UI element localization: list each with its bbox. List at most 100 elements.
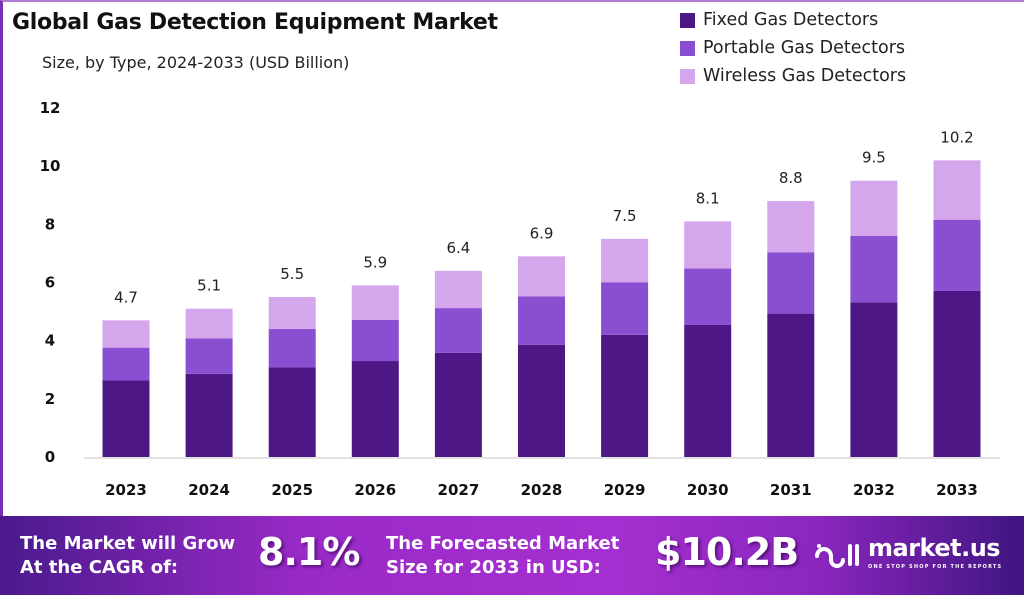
bars: 4.7 5.1 5.5 5.9 6.4 6.9 7.5 8.1 8.8 9.5 10.2 xyxy=(102,128,981,457)
bar-total-label: 10.2 xyxy=(940,128,973,146)
bar-group-2026: 5.9 xyxy=(351,253,399,457)
x-tick-label: 2023 xyxy=(105,481,147,499)
x-tick-label: 2024 xyxy=(188,481,230,499)
bar-total-label: 8.1 xyxy=(696,189,720,207)
bar-total-label: 7.5 xyxy=(613,207,637,225)
bar-group-2027: 6.4 xyxy=(434,239,482,457)
chart-title: Global Gas Detection Equipment Market xyxy=(12,10,498,35)
bar-segment-fixed xyxy=(268,367,316,457)
x-tick-label: 2033 xyxy=(936,481,978,499)
y-tick-label: 12 xyxy=(40,99,61,117)
bar-total-label: 6.4 xyxy=(446,239,470,257)
forecast-caption-line1: The Forecasted Market xyxy=(386,533,620,554)
bar-segment-portable xyxy=(185,338,233,374)
bar-segment-wireless xyxy=(434,270,482,309)
x-tick-label: 2027 xyxy=(438,481,480,499)
bar-segment-wireless xyxy=(185,308,233,339)
bar-segment-fixed xyxy=(933,290,981,457)
chart-subtitle: Size, by Type, 2024-2033 (USD Billion) xyxy=(42,53,350,72)
bar-segment-wireless xyxy=(684,221,732,269)
bar-segment-wireless xyxy=(601,238,649,283)
forecast-value: $10.2B xyxy=(655,530,799,574)
legend-item-portable: Portable Gas Detectors xyxy=(680,34,906,62)
bar-group-2028: 6.9 xyxy=(518,224,565,457)
bar-group-2029: 7.5 xyxy=(601,207,649,457)
legend-label-fixed: Fixed Gas Detectors xyxy=(703,10,879,30)
y-tick-label: 10 xyxy=(40,157,61,175)
cagr-value: 8.1% xyxy=(258,530,360,574)
stacked-bar-chart: 0 2 4 6 8 10 12 4.7 5.1 5.5 5.9 6.4 6.9 7.5 8.1 8.8 9.5… xyxy=(40,99,1000,499)
bar-total-label: 8.8 xyxy=(779,169,803,187)
bar-group-2030: 8.1 xyxy=(684,189,732,457)
bar-segment-portable xyxy=(850,235,898,303)
bar-group-2025: 5.5 xyxy=(268,265,316,457)
bar-segment-fixed xyxy=(102,380,150,457)
bar-segment-wireless xyxy=(518,256,565,297)
legend-swatch-fixed xyxy=(680,12,695,28)
forecast-caption: The Forecasted Market Size for 2033 in U… xyxy=(386,532,619,580)
bar-segment-fixed xyxy=(185,373,233,457)
bar-segment-fixed xyxy=(434,352,482,457)
legend-label-wireless: Wireless Gas Detectors xyxy=(703,66,907,86)
bar-segment-wireless xyxy=(268,297,316,330)
bar-segment-portable xyxy=(434,308,482,353)
legend-item-wireless: Wireless Gas Detectors xyxy=(680,62,906,90)
y-tick-label: 0 xyxy=(45,448,55,466)
cagr-caption-line1: The Market will Grow xyxy=(20,533,236,554)
bar-segment-fixed xyxy=(767,313,815,457)
brand-name: market.us xyxy=(868,534,1001,562)
bar-segment-fixed xyxy=(850,302,898,457)
bar-segment-portable xyxy=(351,319,399,362)
bar-segment-portable xyxy=(601,282,649,335)
x-tick-label: 2028 xyxy=(521,481,563,499)
y-tick-label: 8 xyxy=(45,215,55,233)
y-tick-label: 2 xyxy=(45,390,55,408)
bar-total-label: 5.1 xyxy=(197,277,221,295)
legend-label-portable: Portable Gas Detectors xyxy=(703,38,906,58)
bar-group-2023: 4.7 xyxy=(102,288,150,457)
bar-total-label: 9.5 xyxy=(862,149,886,167)
bar-segment-wireless xyxy=(850,180,898,236)
bar-segment-fixed xyxy=(351,361,399,457)
bar-group-2024: 5.1 xyxy=(185,277,233,457)
cagr-caption-line2: At the CAGR of: xyxy=(20,557,179,578)
forecast-caption-line2: Size for 2033 in USD: xyxy=(386,557,601,578)
bar-group-2032: 9.5 xyxy=(850,149,898,457)
bar-total-label: 5.5 xyxy=(280,265,304,283)
bar-total-label: 6.9 xyxy=(530,224,554,242)
x-tick-label: 2031 xyxy=(770,481,812,499)
y-tick-label: 6 xyxy=(45,274,55,292)
bar-segment-wireless xyxy=(351,285,399,320)
bar-segment-portable xyxy=(933,219,981,291)
cagr-caption: The Market will Grow At the CAGR of: xyxy=(20,532,235,580)
x-tick-label: 2026 xyxy=(354,481,396,499)
market-us-logo-icon xyxy=(815,544,859,568)
legend-swatch-portable xyxy=(680,40,695,56)
x-tick-label: 2025 xyxy=(271,481,313,499)
x-tick-label: 2030 xyxy=(687,481,729,499)
bar-segment-portable xyxy=(767,252,815,314)
bar-segment-portable xyxy=(684,268,732,325)
bar-segment-fixed xyxy=(601,334,649,457)
bar-segment-portable xyxy=(518,296,565,345)
x-axis: 2023 2024 2025 2026 2027 2028 2029 2030 2031 2032… xyxy=(105,481,978,499)
y-axis: 0 2 4 6 8 10 12 xyxy=(40,99,61,466)
bar-group-2033: 10.2 xyxy=(933,128,981,457)
legend-item-fixed: Fixed Gas Detectors xyxy=(680,6,906,34)
y-tick-label: 4 xyxy=(45,332,55,350)
bar-segment-portable xyxy=(268,329,316,368)
legend: Fixed Gas Detectors Portable Gas Detecto… xyxy=(680,6,906,90)
bar-segment-portable xyxy=(102,347,150,381)
footer-banner: The Market will Grow At the CAGR of: 8.1… xyxy=(0,516,1024,595)
bar-segment-fixed xyxy=(518,344,565,457)
bar-total-label: 4.7 xyxy=(114,288,138,306)
brand-tagline: ONE STOP SHOP FOR THE REPORTS xyxy=(868,564,1003,570)
x-tick-label: 2032 xyxy=(853,481,895,499)
bar-segment-fixed xyxy=(684,324,732,457)
bar-segment-wireless xyxy=(102,320,150,348)
bar-segment-wireless xyxy=(767,201,815,253)
bar-total-label: 5.9 xyxy=(363,253,387,271)
bar-segment-wireless xyxy=(933,160,981,220)
bar-group-2031: 8.8 xyxy=(767,169,815,457)
